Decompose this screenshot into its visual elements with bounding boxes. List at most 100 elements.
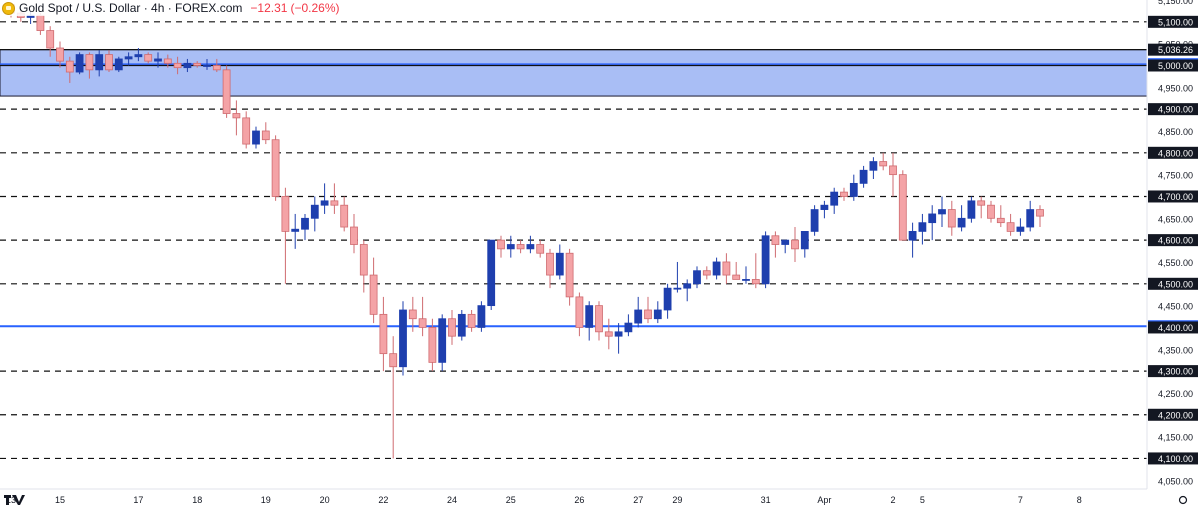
y-tick-label: 4,550.00 xyxy=(1158,258,1193,268)
candle-body xyxy=(673,287,682,290)
candle-body xyxy=(918,222,927,232)
candle-body xyxy=(222,69,231,114)
candle-body xyxy=(575,296,584,328)
candle-body xyxy=(634,309,643,324)
x-tick-label: 26 xyxy=(574,495,584,505)
candle-body xyxy=(95,54,104,71)
candle-body xyxy=(252,130,260,145)
price-change: −12.31 (−0.26%) xyxy=(250,1,342,15)
price-tag xyxy=(1148,43,1198,56)
x-tick-label: 29 xyxy=(672,495,682,505)
candle-body xyxy=(163,58,172,64)
price-tag xyxy=(1148,321,1198,334)
price-tag xyxy=(1148,190,1198,203)
candle-body xyxy=(644,309,652,320)
price-tag-label: 4,500.00 xyxy=(1158,279,1193,289)
price-tag xyxy=(1148,146,1198,159)
candle-body xyxy=(565,252,574,298)
x-tick-label: 27 xyxy=(633,495,643,505)
candle-body xyxy=(996,217,1005,224)
candle-body xyxy=(1006,222,1015,232)
x-tick-label: 7 xyxy=(1018,495,1023,505)
x-tick-label: 25 xyxy=(506,495,516,505)
time-axis xyxy=(0,489,1200,508)
candle-body xyxy=(810,209,819,232)
candle-body xyxy=(908,231,917,241)
x-tick-label: 19 xyxy=(261,495,271,505)
price-tag-label: 4,800.00 xyxy=(1158,148,1193,158)
candle-body xyxy=(1026,209,1035,228)
price-tag xyxy=(1148,59,1198,72)
candle-body xyxy=(849,182,858,197)
candle-body xyxy=(830,191,839,206)
candle-body xyxy=(340,204,349,228)
candle-body xyxy=(742,279,750,281)
x-tick-label: 15 xyxy=(55,495,65,505)
resistance-zone xyxy=(0,49,1148,97)
y-tick-label: 4,950.00 xyxy=(1158,83,1193,93)
candle-body xyxy=(1036,209,1044,217)
candle-body xyxy=(467,313,476,328)
candle-body xyxy=(1016,226,1025,232)
candle-body xyxy=(144,54,153,62)
price-tag-label: 4,600.00 xyxy=(1158,236,1193,246)
x-tick-label: Apr xyxy=(817,495,831,505)
candle-body xyxy=(967,200,976,219)
price-change-pct: (−0.26%) xyxy=(290,1,340,15)
price-tag xyxy=(1148,103,1198,116)
candle-body xyxy=(869,161,878,171)
y-tick-label: 4,350.00 xyxy=(1158,345,1193,355)
candle-body xyxy=(369,274,378,315)
candle-body xyxy=(232,113,241,119)
candle-body xyxy=(595,305,603,333)
candle-body xyxy=(408,309,417,320)
x-tick-label: 31 xyxy=(761,495,771,505)
candle-body xyxy=(497,239,505,250)
tradingview-logo-icon xyxy=(4,494,26,509)
candle-body xyxy=(751,279,760,285)
candle-body xyxy=(203,65,211,67)
candle-body xyxy=(791,239,799,250)
candle-body xyxy=(350,226,358,245)
candle-body xyxy=(418,318,427,328)
price-tag-label: 5,036.26 xyxy=(1158,45,1193,55)
candle-body xyxy=(957,217,966,228)
candle-body xyxy=(36,14,45,31)
candle-body xyxy=(65,60,74,73)
candle-body xyxy=(820,204,829,210)
candle-body xyxy=(800,231,809,250)
candle-body xyxy=(614,331,623,337)
price-axis xyxy=(1147,0,1200,508)
candle-body xyxy=(56,47,64,62)
candle-body xyxy=(183,62,192,69)
symbol-title: Gold Spot / U.S. Dollar · 4h · FOREX.com xyxy=(19,1,243,15)
y-tick-label: 4,850.00 xyxy=(1158,127,1193,137)
y-tick-label: 4,750.00 xyxy=(1158,171,1193,181)
candle-body xyxy=(457,313,466,337)
candle-body xyxy=(261,130,270,141)
candle-body xyxy=(281,196,290,232)
x-tick-label: 22 xyxy=(378,495,388,505)
candle-body xyxy=(683,283,692,289)
candle-body xyxy=(879,161,888,167)
candle-body xyxy=(428,327,437,363)
candle-body xyxy=(134,54,143,58)
price-tag-label: 4,200.00 xyxy=(1158,410,1193,420)
candle-body xyxy=(693,270,701,285)
candle-body xyxy=(85,54,94,71)
candle-body xyxy=(399,309,407,368)
candle-body xyxy=(359,244,368,276)
y-tick-label: 4,450.00 xyxy=(1158,302,1193,312)
candle-body xyxy=(702,270,711,276)
x-tick-label: 8 xyxy=(1077,495,1082,505)
price-tag-label: 4,400.00 xyxy=(1158,323,1193,333)
candle-body xyxy=(477,305,486,328)
price-tag xyxy=(1148,408,1198,421)
candle-body xyxy=(928,213,937,224)
x-tick-label: 18 xyxy=(192,495,202,505)
price-tag xyxy=(1148,234,1198,247)
candle-body xyxy=(438,318,447,363)
settings-gear-icon[interactable] xyxy=(1178,495,1188,505)
